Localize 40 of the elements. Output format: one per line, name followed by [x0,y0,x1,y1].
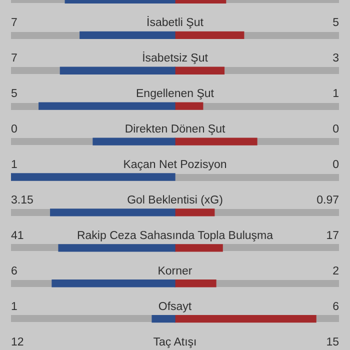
bar [174,31,244,40]
text: 3 [332,52,339,65]
y-tick-label: Taç Atışı [153,336,197,348]
bar [152,314,176,323]
bar [92,138,176,146]
bar [174,244,223,252]
annotation: 3.15 [11,194,34,206]
bar [174,208,215,216]
bar [174,102,204,110]
y-tick-label: Rakip Ceza Sahasında Topla Buluşma [76,230,274,242]
text: 15 [326,336,339,348]
y-tick-label: Ofsayt [158,300,192,313]
annotation: 5 [11,88,18,100]
y-tick-label: Kaçan Net Pozisyon [123,159,227,171]
annotation: 0 [11,124,18,136]
y-tick-label: Korner [158,265,192,278]
text: 0 [332,124,339,136]
text: 0 [332,159,339,171]
annotation: 1 [11,300,18,313]
y-tick-label: Direkten Dönen Şut [124,124,226,136]
text: 5 [332,17,339,30]
bar [174,280,216,288]
annotation: 7 [11,17,18,30]
annotation: 6 [11,265,18,278]
y-tick-label: İsabetli Şut [146,16,204,30]
text: 2 [332,265,339,278]
text: 1 [332,88,339,100]
bar [174,138,258,146]
y-tick-label: Gol Beklentisi (xG) [127,194,224,206]
text: 17 [326,230,339,242]
annotation: 0.97 [316,194,339,206]
text: 6 [332,300,339,313]
y-tick-label: İsabetsiz Şut [142,52,209,65]
annotation: 7 [11,52,18,65]
annotation: 41 [11,230,24,242]
y-tick-label: Engellenen Şut [136,88,215,100]
bar [174,66,225,74]
annotation: 1 [11,159,18,171]
bar [80,31,176,40]
annotation: 12 [11,336,24,348]
